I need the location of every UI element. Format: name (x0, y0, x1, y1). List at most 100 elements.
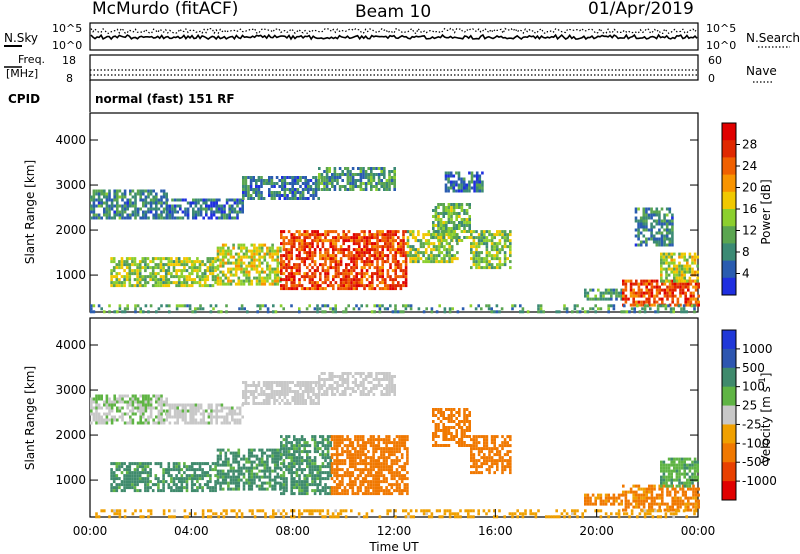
data-cell (319, 474, 322, 478)
data-cell (118, 216, 122, 220)
data-cell (197, 406, 200, 410)
data-cell (351, 387, 355, 390)
data-cell (146, 471, 150, 475)
data-cell (358, 284, 361, 288)
data-cell (495, 310, 499, 314)
data-cell (319, 435, 322, 439)
data-cell (694, 297, 698, 301)
data-cell (168, 213, 172, 217)
data-cell (642, 225, 646, 229)
data-cell (683, 267, 686, 271)
data-cell (365, 278, 369, 282)
data-cell (260, 448, 264, 452)
data-cell (181, 403, 185, 407)
data-cell (402, 310, 405, 314)
data-cell (233, 216, 237, 220)
data-cell (293, 281, 296, 285)
data-cell (276, 481, 280, 485)
data-cell (172, 281, 176, 285)
data-cell (455, 183, 458, 187)
data-cell (354, 492, 357, 496)
data-cell (457, 189, 461, 193)
data-cell (371, 278, 374, 282)
data-cell (227, 276, 230, 280)
data-cell (199, 204, 203, 208)
data-cell (360, 275, 364, 279)
data-cell (326, 275, 330, 279)
data-cell (147, 421, 150, 425)
data-cell (244, 191, 248, 194)
data-cell (120, 266, 124, 270)
data-cell (110, 257, 113, 261)
data-cell (404, 304, 408, 308)
data-cell (287, 450, 291, 454)
data-cell (324, 471, 327, 475)
data-cell (503, 251, 507, 255)
data-cell (197, 213, 200, 217)
data-cell (368, 284, 371, 288)
data-cell (397, 248, 400, 252)
data-cell (170, 468, 173, 472)
data-cell (650, 291, 654, 295)
data-cell (250, 267, 254, 271)
data-cell (652, 210, 656, 214)
data-cell (252, 176, 255, 179)
data-cell (316, 266, 319, 270)
data-cell (116, 207, 119, 211)
data-cell (331, 384, 334, 387)
data-cell (157, 281, 160, 285)
data-cell (465, 224, 469, 227)
data-cell (136, 266, 139, 270)
data-cell (136, 213, 140, 217)
data-cell (336, 381, 339, 384)
data-cell (242, 179, 245, 182)
data-cell (329, 257, 332, 261)
data-cell (268, 282, 272, 286)
data-cell (270, 185, 274, 188)
data-cell (144, 468, 147, 472)
data-cell (209, 310, 213, 314)
data-cell (221, 478, 225, 482)
data-cell (185, 489, 189, 493)
data-cell (364, 447, 368, 451)
data-cell (90, 400, 93, 404)
data-cell (447, 212, 451, 215)
data-cell (164, 269, 168, 273)
data-cell (285, 275, 288, 279)
data-cell (449, 180, 453, 184)
data-cell (362, 390, 365, 393)
data-cell (591, 307, 595, 311)
data-cell (219, 249, 222, 253)
data-cell (320, 384, 324, 387)
data-cell (280, 477, 283, 481)
data-cell (164, 278, 168, 282)
data-cell (324, 230, 327, 234)
data-cell (333, 441, 336, 445)
data-cell (131, 406, 135, 410)
data-cell (244, 182, 248, 185)
data-cell (260, 282, 264, 286)
data-cell (242, 282, 246, 286)
data-cell (668, 219, 672, 223)
data-cell (192, 415, 195, 419)
data-cell (121, 400, 124, 404)
data-cell (255, 454, 259, 458)
data-cell (293, 438, 296, 442)
data-cell (295, 269, 299, 273)
data-cell (330, 489, 334, 493)
data-cell (228, 406, 231, 410)
data-cell (193, 260, 197, 264)
data-cell (300, 287, 304, 291)
data-cell (245, 460, 248, 464)
data-cell (496, 257, 499, 261)
data-cell (404, 269, 408, 273)
data-cell (660, 225, 664, 229)
data-cell (299, 185, 302, 188)
data-cell (351, 480, 355, 484)
data-cell (344, 310, 348, 314)
data-cell (369, 456, 373, 460)
data-cell (237, 255, 241, 259)
data-cell (305, 307, 309, 311)
data-cell (275, 191, 279, 194)
data-cell (357, 167, 360, 170)
